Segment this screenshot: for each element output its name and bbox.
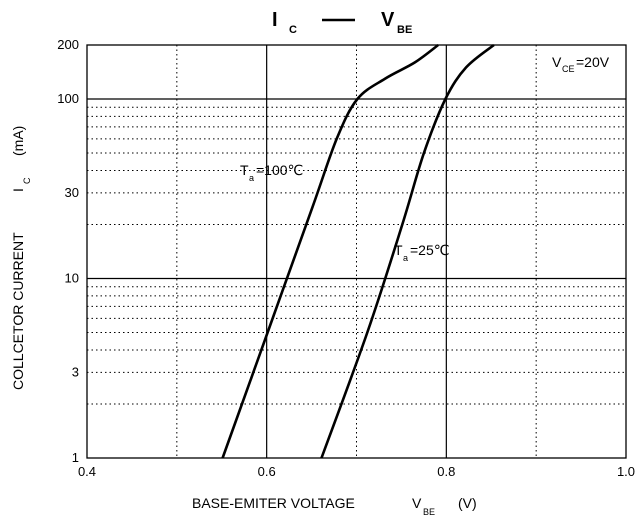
- vce-condition-sub: CE: [562, 64, 575, 74]
- y-tick-label: 100: [57, 91, 79, 106]
- y-tick-label: 3: [72, 364, 79, 379]
- chart-title-vbe-sub: BE: [397, 24, 412, 36]
- series-label-ta100-value: =100℃: [256, 162, 303, 178]
- y-tick-label: 30: [65, 185, 79, 200]
- series-label-ta100-symbol: T: [240, 162, 249, 178]
- x-tick-label: 0.6: [258, 464, 276, 479]
- x-tick-label: 0.8: [437, 464, 455, 479]
- vce-condition-symbol: V: [552, 54, 562, 70]
- y-axis-symbol: I: [10, 188, 26, 192]
- series-label-ta100: T a =100℃: [240, 162, 303, 183]
- x-axis-symbol-sub: BE: [423, 507, 435, 517]
- chart-title-ic: I: [272, 9, 278, 31]
- series-layer: [221, 43, 495, 459]
- y-tick-label: 1: [72, 450, 79, 465]
- series-label-ta25: T a =25℃: [394, 242, 449, 263]
- y-axis-symbol-sub: C: [22, 177, 32, 184]
- chart-title-ic-sub: C: [289, 24, 297, 36]
- x-axis-unit: (V): [458, 495, 477, 511]
- series-label-ta100-sub: a: [249, 173, 254, 183]
- series-label-ta25-symbol: T: [394, 242, 403, 258]
- y-tick-label: 10: [65, 271, 79, 286]
- x-axis-label: BASE-EMITER VOLTAGE: [192, 495, 355, 511]
- y-axis-label: COLLCETOR CURRENT: [10, 232, 26, 390]
- y-tick-label: 200: [57, 37, 79, 52]
- grid: [87, 45, 626, 458]
- x-axis-symbol: V: [412, 495, 422, 511]
- series-line-ta100: [221, 43, 439, 459]
- x-tick-label: 0.4: [78, 464, 96, 479]
- chart-title-vbe: V: [381, 9, 395, 31]
- series-line-ta25: [320, 43, 495, 459]
- x-tick-label: 1.0: [617, 464, 635, 479]
- vce-condition-value: =20V: [576, 54, 610, 70]
- series-label-ta25-sub: a: [403, 253, 408, 263]
- tick-labels: 0.4 0.6 0.8 1.0 1 3 10 30 100 200: [57, 37, 635, 479]
- y-axis-unit: (mA): [10, 126, 26, 156]
- series-label-ta25-value: =25℃: [410, 242, 449, 258]
